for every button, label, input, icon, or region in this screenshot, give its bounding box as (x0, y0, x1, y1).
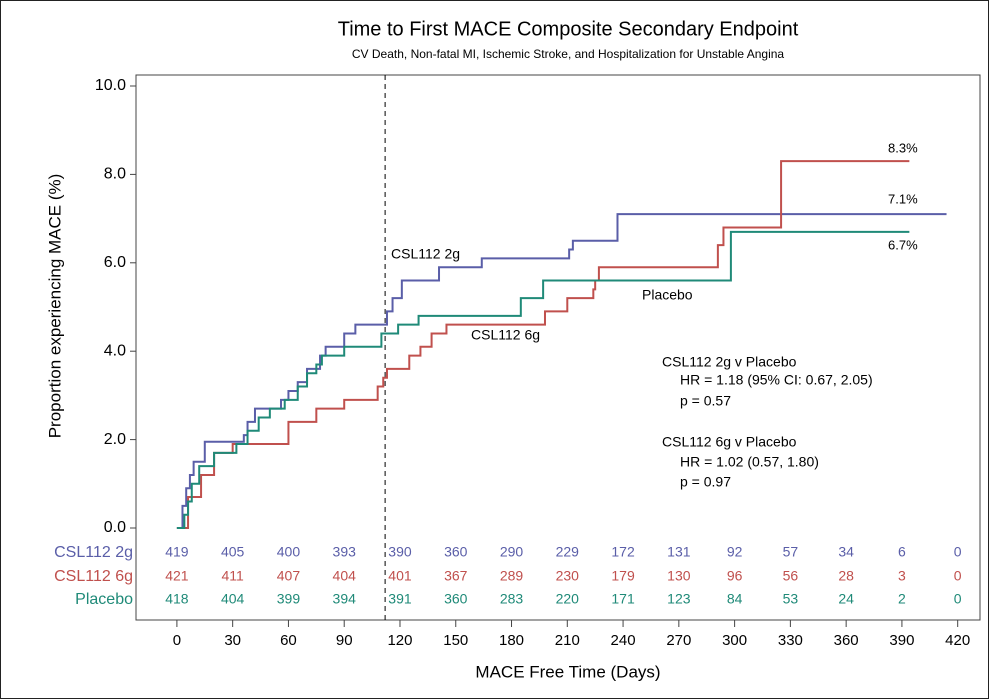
at-risk-count: 360 (444, 544, 468, 560)
at-risk-count: 390 (388, 544, 412, 560)
at-risk-count: 0 (954, 568, 962, 584)
at-risk-count: 360 (444, 591, 468, 607)
x-tick-label: 30 (224, 632, 241, 649)
at-risk-count: 92 (727, 544, 743, 560)
at-risk-count: 230 (556, 568, 580, 584)
annotation: Placebo (642, 287, 693, 303)
at-risk-label: CSL112 2g (54, 544, 133, 561)
x-tick-label: 180 (499, 632, 524, 649)
x-tick-label: 270 (666, 632, 691, 649)
at-risk-count: 411 (222, 568, 245, 584)
annotation: p = 0.97 (680, 474, 731, 490)
y-tick-label: 2.0 (104, 431, 126, 448)
at-risk-count: 229 (556, 544, 580, 560)
x-tick-label: 60 (280, 632, 297, 649)
at-risk-count: 391 (388, 591, 412, 607)
at-risk-count: 96 (727, 568, 743, 584)
at-risk-count: 2 (898, 591, 906, 607)
at-risk-count: 404 (221, 591, 245, 607)
x-tick-label: 330 (778, 632, 803, 649)
at-risk-count: 130 (667, 568, 691, 584)
y-tick-label: 10.0 (95, 77, 126, 94)
at-risk-count: 123 (667, 591, 691, 607)
at-risk-count: 28 (838, 568, 854, 584)
annotation: HR = 1.18 (95% CI: 0.67, 2.05) (680, 372, 873, 388)
at-risk-count: 179 (611, 568, 635, 584)
at-risk-count: 394 (333, 591, 357, 607)
x-tick-label: 240 (611, 632, 636, 649)
at-risk-count: 283 (500, 591, 524, 607)
x-tick-label: 300 (722, 632, 747, 649)
annotation: 6.7% (888, 237, 918, 252)
annotation: CSL112 2g (391, 246, 460, 262)
at-risk-count: 399 (277, 591, 301, 607)
at-risk-count: 6 (898, 544, 906, 560)
at-risk-count: 367 (444, 568, 468, 584)
at-risk-count: 419 (165, 544, 189, 560)
y-tick-label: 8.0 (104, 166, 126, 183)
y-tick-label: 0.0 (104, 519, 126, 536)
at-risk-count: 56 (783, 568, 799, 584)
annotation: CSL112 6g v Placebo (662, 434, 797, 450)
at-risk-label: Placebo (75, 591, 133, 608)
x-tick-label: 90 (336, 632, 353, 649)
at-risk-count: 84 (727, 591, 743, 607)
y-axis-label: Proportion experiencing MACE (%) (45, 174, 64, 439)
at-risk-count: 57 (783, 544, 799, 560)
at-risk-count: 3 (898, 568, 906, 584)
at-risk-count: 407 (277, 568, 301, 584)
at-risk-count: 405 (221, 544, 245, 560)
x-axis-label: MACE Free Time (Days) (475, 662, 660, 681)
x-tick-label: 0 (173, 632, 181, 649)
y-tick-label: 6.0 (104, 254, 126, 271)
chart-title: Time to First MACE Composite Secondary E… (338, 18, 799, 40)
at-risk-count: 171 (611, 591, 635, 607)
at-risk-count: 289 (500, 568, 524, 584)
km-curve (176, 213, 947, 529)
annotation: p = 0.57 (680, 393, 731, 409)
at-risk-count: 24 (838, 591, 854, 607)
x-tick-label: 420 (945, 632, 970, 649)
annotation: 7.1% (888, 191, 918, 206)
chart-subtitle: CV Death, Non-fatal MI, Ischemic Stroke,… (352, 47, 785, 61)
at-risk-count: 220 (556, 591, 580, 607)
y-tick-label: 4.0 (104, 342, 126, 359)
at-risk-count: 400 (277, 544, 301, 560)
x-tick-label: 360 (834, 632, 859, 649)
at-risk-count: 34 (838, 544, 854, 560)
at-risk-count: 0 (954, 591, 962, 607)
plot-frame (135, 74, 981, 621)
x-tick-label: 210 (555, 632, 580, 649)
at-risk-count: 404 (333, 568, 357, 584)
x-tick-label: 150 (443, 632, 468, 649)
x-tick-label: 120 (387, 632, 412, 649)
annotation: CSL112 2g v Placebo (662, 354, 797, 370)
km-curve (176, 160, 910, 529)
at-risk-label: CSL112 6g (54, 568, 133, 585)
at-risk-count: 53 (783, 591, 799, 607)
at-risk-count: 393 (333, 544, 357, 560)
at-risk-count: 0 (954, 544, 962, 560)
annotation: CSL112 6g (471, 327, 540, 343)
x-tick-label: 390 (889, 632, 914, 649)
at-risk-count: 421 (165, 568, 189, 584)
at-risk-count: 290 (500, 544, 524, 560)
annotation: HR = 1.02 (0.57, 1.80) (680, 454, 819, 470)
at-risk-count: 418 (165, 591, 189, 607)
at-risk-count: 131 (667, 544, 691, 560)
at-risk-count: 401 (388, 568, 412, 584)
at-risk-count: 172 (611, 544, 635, 560)
annotation: 8.3% (888, 140, 918, 155)
km-curve (176, 230, 910, 529)
